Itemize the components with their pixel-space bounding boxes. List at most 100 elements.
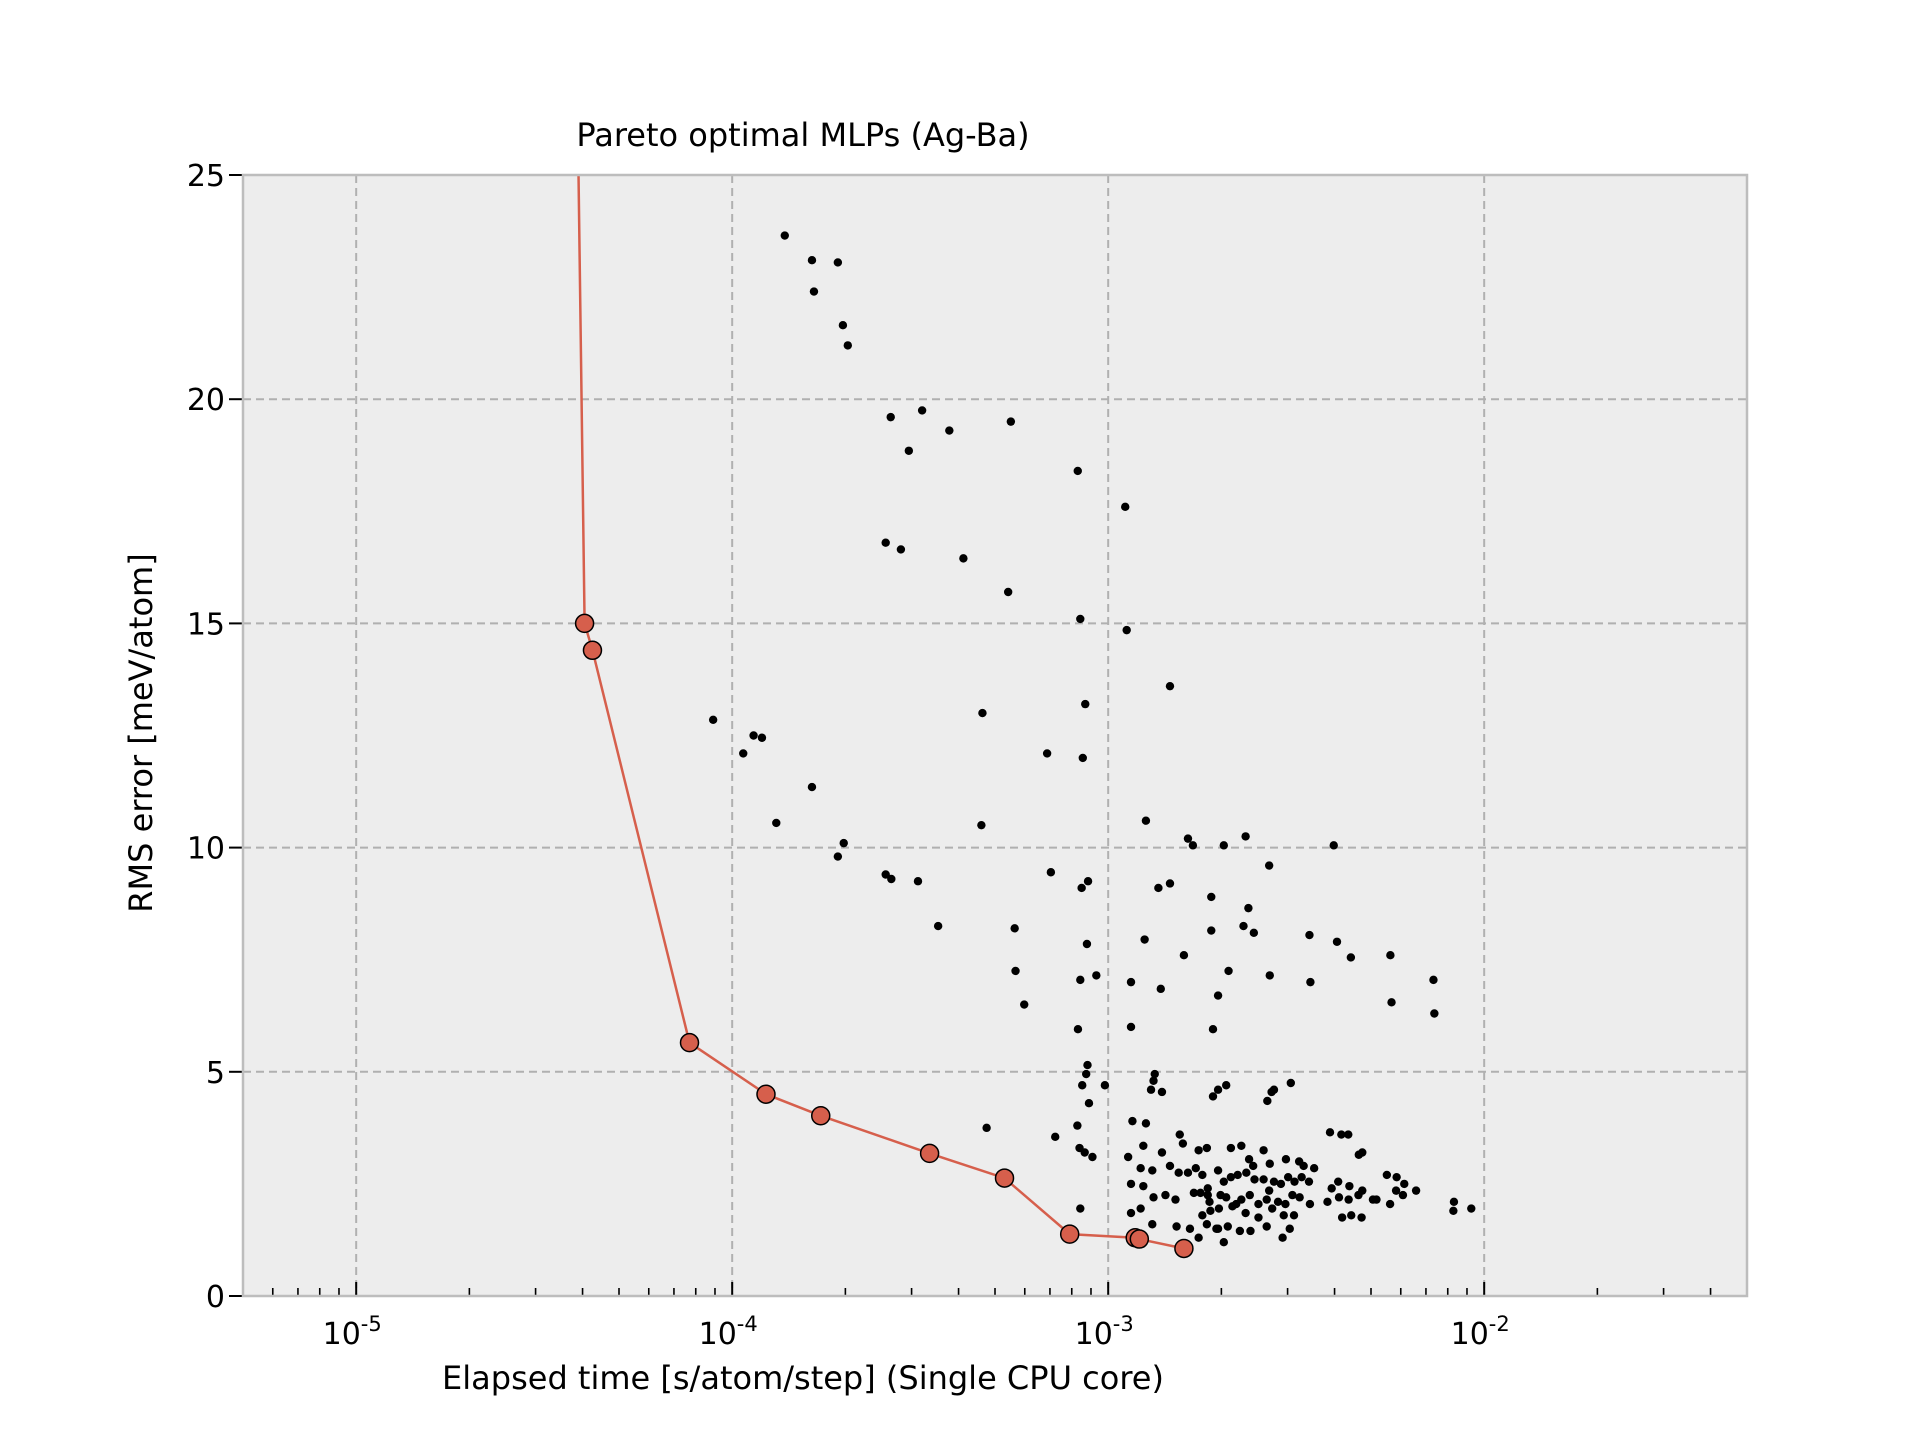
data-point [1358,1148,1367,1157]
data-point [749,731,758,740]
data-point [1368,1195,1378,1204]
data-point [807,255,817,265]
data-point [1084,1098,1094,1108]
data-point [1264,861,1274,870]
data-point [1202,1143,1212,1153]
data-point [896,545,906,554]
data-point [1248,1161,1258,1171]
data-point [1126,977,1136,987]
data-point [1175,1130,1184,1139]
data-point [1141,816,1151,825]
data-point [1157,1148,1167,1157]
data-point [1344,1130,1353,1139]
data-point [1295,1193,1304,1202]
data-point [1146,1085,1156,1094]
data-point [1278,1233,1287,1242]
pareto-point [574,613,595,634]
data-point [1264,1186,1274,1195]
data-point [1222,1081,1231,1090]
data-point [1429,975,1438,985]
data-point [1265,1159,1274,1168]
data-point [1183,834,1193,843]
data-point [1172,1222,1181,1231]
plot-frame [241,173,1749,1298]
data-point [1165,879,1175,888]
data-point [1345,1181,1354,1191]
data-point [1228,1202,1237,1211]
data-point [1076,975,1085,985]
data-point [1244,903,1253,913]
data-point [1449,1197,1459,1207]
x-tick-label-exponent: -3 [1113,1312,1134,1336]
data-point [913,877,923,886]
data-point [1198,1211,1207,1220]
data-point [1006,417,1016,426]
data-point [1148,1220,1157,1229]
data-point [1235,1226,1245,1236]
data-point [1219,1177,1229,1186]
data-point [1290,1177,1299,1186]
data-point [1076,1204,1085,1213]
data-point [1171,1195,1180,1204]
data-point [1150,1069,1159,1079]
data-point [1346,953,1356,962]
data-point [1467,1204,1476,1213]
scatter-points [708,231,1476,1247]
data-point [933,921,943,931]
data-point [1305,930,1314,940]
x-tick-label-exponent: -5 [361,1312,382,1336]
data-point [757,733,767,742]
data-point [1010,924,1019,933]
data-point [1092,971,1101,980]
data-point [1080,1148,1089,1157]
data-point [1337,1213,1347,1222]
data-point [1020,1000,1029,1009]
data-point [1391,1186,1401,1195]
data-point [1126,1179,1136,1189]
y-axis-label: RMS error [meV/atom] [122,553,160,912]
axis-ticks [229,174,1712,1297]
data-point [1003,587,1013,597]
data-point [1249,928,1259,937]
data-point [1149,1193,1158,1202]
x-tick-label: 10-3 [1075,1312,1134,1352]
data-point [839,838,848,848]
data-point [780,231,789,240]
data-point [1241,1208,1250,1218]
data-point [1250,1175,1259,1184]
data-point [1285,1224,1294,1233]
data-point [1259,1146,1268,1155]
data-point [1213,1224,1223,1233]
pareto-front [574,175,1194,1259]
data-point [1329,841,1338,850]
data-point [772,818,781,828]
data-point [1222,1193,1231,1202]
data-point [1262,1195,1271,1204]
data-point [1254,1213,1263,1222]
pareto-point [994,1168,1015,1188]
data-point [1076,614,1085,624]
data-point [1357,1213,1366,1222]
x-tick-label: 10-5 [323,1312,382,1352]
x-tick-label-base: 10 [1075,1317,1113,1352]
pareto-point [1129,1229,1150,1249]
data-point [1387,998,1396,1007]
pareto-point [810,1105,831,1126]
plot-area [243,175,1747,1296]
data-point [1202,1220,1212,1229]
pareto-point [1174,1238,1194,1259]
data-point [1082,939,1092,949]
data-point [1208,1025,1218,1034]
data-point [1189,1188,1199,1198]
x-tick-label: 10-4 [699,1312,758,1352]
data-point [1042,749,1052,758]
data-point [1411,1186,1421,1195]
data-point [1081,699,1090,709]
data-point [1242,1168,1251,1177]
data-point [1174,1168,1183,1177]
data-point [1178,1139,1188,1148]
y-tick-label: 15 [187,607,225,642]
data-point [1262,1222,1271,1231]
pareto-point [582,640,603,661]
data-point [1297,1172,1306,1182]
